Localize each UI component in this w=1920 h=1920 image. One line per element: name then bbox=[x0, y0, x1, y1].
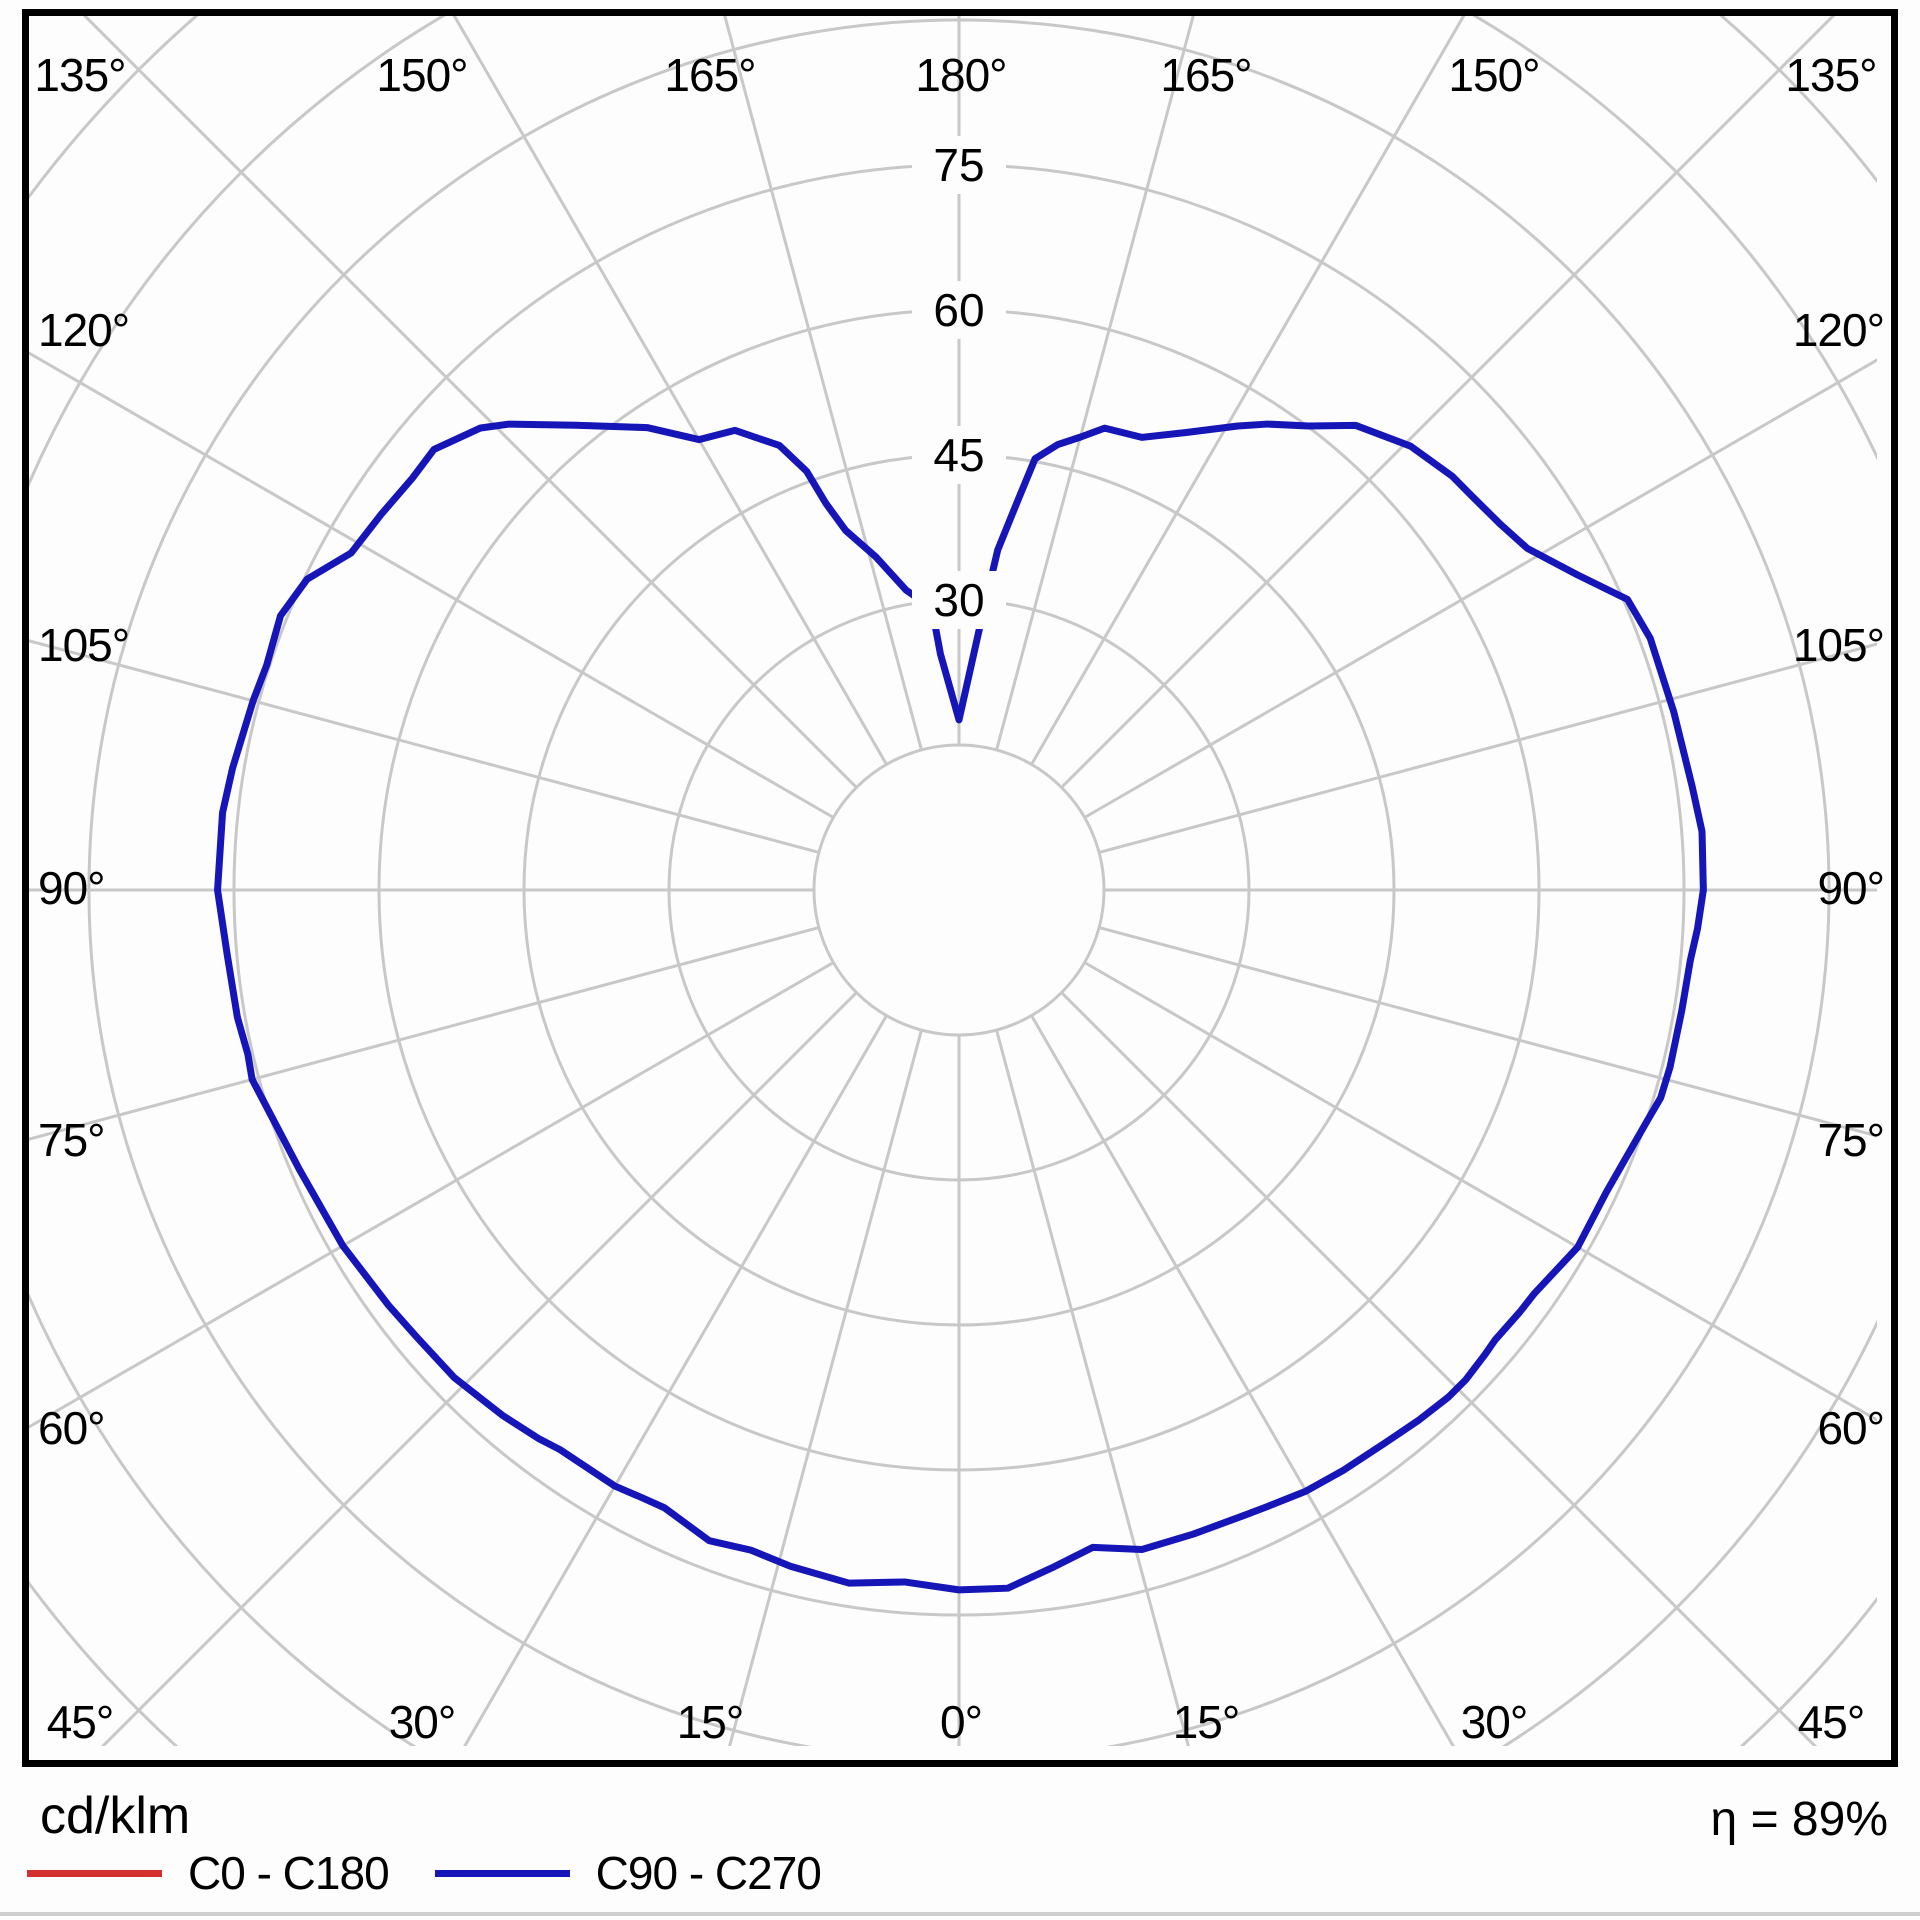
legend-label-c90-c270: C90 - C270 bbox=[595, 1847, 822, 1899]
radial-tick-label-pad bbox=[912, 135, 1006, 194]
angle-gridline bbox=[728, 1029, 923, 1746]
radial-gridring bbox=[812, 743, 1106, 1037]
angle-label-left: 90° bbox=[38, 862, 106, 914]
angle-gridline bbox=[723, 16, 923, 751]
c90-c270-line-swatch bbox=[434, 1869, 570, 1877]
angle-label-top: 150° bbox=[1448, 49, 1540, 101]
legend-item-c0-c180: C0 - C180 bbox=[27, 1846, 390, 1900]
radial-tick-label-pad bbox=[912, 280, 1006, 339]
angle-label-top: 165° bbox=[664, 49, 756, 101]
radial-tick-label: 45 bbox=[933, 429, 984, 481]
legend-label-c0-c180: C0 - C180 bbox=[188, 1847, 390, 1899]
angle-gridline bbox=[1098, 926, 1877, 1138]
angle-label-right: 75° bbox=[1817, 1114, 1885, 1166]
c90-c270-curve bbox=[214, 420, 1707, 1594]
angle-gridline bbox=[1098, 642, 1877, 854]
angle-label-top: 135° bbox=[1785, 49, 1877, 101]
angle-label-bottom: 45° bbox=[46, 1696, 115, 1748]
angle-label-left: 60° bbox=[38, 1402, 106, 1454]
angle-label-right: 120° bbox=[1792, 304, 1885, 356]
angle-label-right: 60° bbox=[1817, 1402, 1885, 1454]
legend-item-c90-c270: C90 - C270 bbox=[434, 1846, 822, 1900]
angle-label-bottom: 15° bbox=[1172, 1696, 1241, 1748]
angle-label-left: 105° bbox=[38, 619, 130, 671]
angle-gridline bbox=[452, 16, 888, 766]
angle-gridline bbox=[1030, 1014, 1455, 1746]
angle-gridline bbox=[463, 1014, 888, 1746]
angle-gridline bbox=[29, 351, 835, 819]
angle-gridline bbox=[82, 16, 858, 789]
angle-label-bottom: 0° bbox=[940, 1696, 983, 1748]
angle-label-top: 180° bbox=[915, 49, 1007, 101]
angle-gridline bbox=[995, 1029, 1190, 1746]
angle-gridline bbox=[995, 16, 1195, 751]
efficiency-value: η = 89% bbox=[1710, 1793, 1888, 1846]
radial-gridring bbox=[87, 18, 1831, 1746]
radial-tick-label-pad bbox=[912, 570, 1006, 629]
angle-label-bottom: 45° bbox=[1797, 1696, 1866, 1748]
angle-gridline bbox=[29, 961, 835, 1429]
angle-gridline bbox=[1030, 16, 1466, 766]
angle-gridline bbox=[29, 639, 820, 854]
c0-c180-line-swatch bbox=[27, 1869, 162, 1877]
radial-tick-label: 30 bbox=[933, 574, 984, 626]
angle-label-top: 135° bbox=[34, 49, 126, 101]
legend: C0 - C180 C90 - C270 bbox=[27, 1846, 822, 1900]
angle-label-top: 150° bbox=[376, 49, 468, 101]
angle-label-top: 165° bbox=[1160, 49, 1252, 101]
angle-gridline bbox=[1083, 961, 1877, 1422]
angle-label-bottom: 15° bbox=[676, 1696, 745, 1748]
radial-unit-label: cd/klm bbox=[40, 1787, 191, 1845]
angle-gridline bbox=[1060, 991, 1818, 1746]
radial-tick-label: 75 bbox=[933, 139, 984, 191]
angle-label-bottom: 30° bbox=[388, 1696, 457, 1748]
angle-gridline bbox=[100, 991, 858, 1746]
radial-tick-label: 60 bbox=[933, 284, 984, 336]
radial-tick-label-pad bbox=[912, 425, 1006, 484]
bottom-divider-line bbox=[0, 1912, 1920, 1916]
angle-gridline bbox=[29, 926, 820, 1141]
angle-label-right: 90° bbox=[1817, 862, 1885, 914]
angle-gridline bbox=[1083, 358, 1877, 819]
angle-label-bottom: 30° bbox=[1460, 1696, 1529, 1748]
angle-gridline bbox=[1060, 16, 1836, 789]
angle-label-left: 75° bbox=[38, 1114, 106, 1166]
angle-label-left: 120° bbox=[38, 304, 130, 356]
angle-label-right: 105° bbox=[1792, 619, 1885, 671]
